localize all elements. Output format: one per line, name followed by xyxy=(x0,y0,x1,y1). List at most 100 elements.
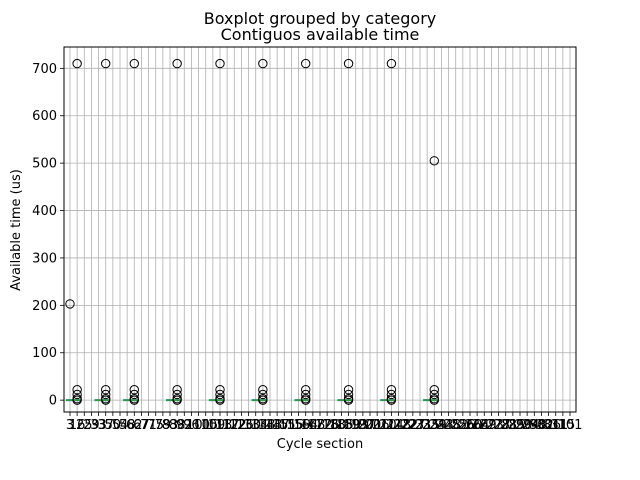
outlier-point xyxy=(429,156,439,166)
outlier-point xyxy=(215,389,225,400)
x-tick-label: 62 xyxy=(126,418,143,433)
x-tick-label: 168 xyxy=(300,418,325,433)
x-tick-label: 50 xyxy=(105,418,122,433)
outlier-point xyxy=(386,395,397,405)
outlier-point xyxy=(215,58,225,69)
outlier-point xyxy=(258,389,268,400)
x-tick-label: 302 xyxy=(529,418,554,433)
x-tick-label: 159 xyxy=(286,418,311,433)
x-tick-label: 231 xyxy=(408,418,433,433)
outlier-point xyxy=(386,385,397,395)
x-tick-label: 143 xyxy=(258,418,283,433)
x-tick-label: 273 xyxy=(479,418,504,433)
chart-title: Contiguos available time xyxy=(221,25,420,44)
outlier-point xyxy=(129,58,139,69)
x-tick-label: 176 xyxy=(315,418,340,433)
x-tick-label: 218 xyxy=(386,418,411,433)
x-tick-label: 290 xyxy=(508,418,533,433)
outlier-point xyxy=(258,395,268,405)
x-tick-label: 71 xyxy=(140,418,157,433)
box-113 xyxy=(215,58,225,405)
outlier-point xyxy=(72,58,82,69)
x-tick-label: 227 xyxy=(400,418,425,433)
y-tick-label: 400 xyxy=(32,204,57,219)
x-tick-label: 117 xyxy=(215,418,240,433)
box-164 xyxy=(301,58,311,405)
x-tick-label: 248 xyxy=(436,418,461,433)
x-axis-label: Cycle section xyxy=(277,437,363,452)
x-tick-label: 206 xyxy=(365,418,390,433)
outlier-point xyxy=(343,385,354,395)
x-tick-label: 109 xyxy=(200,418,225,433)
outlier-point xyxy=(343,389,354,400)
x-tick-label: 164 xyxy=(293,418,318,433)
y-tick-label: 700 xyxy=(32,62,57,77)
x-tick-label: 201 xyxy=(358,418,383,433)
x-tick-label: 172 xyxy=(308,418,333,433)
outlier-point xyxy=(65,299,75,309)
x-tick-label: 197 xyxy=(350,418,375,433)
outlier-point xyxy=(386,58,397,69)
x-tick-label: 105 xyxy=(193,418,218,433)
x-tick-label: 193 xyxy=(343,418,368,433)
y-tick-label: 500 xyxy=(32,157,57,172)
x-tick-label: 67 xyxy=(133,418,150,433)
x-tick-label: 277 xyxy=(486,418,511,433)
outlier-point xyxy=(429,389,439,400)
x-tick-label: 29 xyxy=(83,418,100,433)
x-tick-label: 260 xyxy=(458,418,483,433)
x-tick-label: 243 xyxy=(429,418,454,433)
x-tick-label: 147 xyxy=(265,418,290,433)
x-tick-label: 180 xyxy=(322,418,347,433)
grid-lines xyxy=(64,47,576,412)
x-tick-label: 138 xyxy=(250,418,275,433)
boxes xyxy=(65,58,439,405)
outlier-point xyxy=(172,389,182,400)
outlier-point xyxy=(172,395,182,405)
box-239 xyxy=(429,156,439,405)
outlier-point xyxy=(72,395,82,405)
x-tick-label: 37 xyxy=(97,418,114,433)
box-37 xyxy=(101,58,111,405)
x-tick-label: 134 xyxy=(243,418,268,433)
x-tick-label: 155 xyxy=(279,418,304,433)
outlier-point xyxy=(129,385,139,395)
x-tick-label: 269 xyxy=(472,418,497,433)
x-tick-label: 88 xyxy=(169,418,186,433)
x-tick-label: 16 xyxy=(69,418,86,433)
outlier-point xyxy=(101,385,111,395)
x-tick-label: 75 xyxy=(147,418,164,433)
x-tick-label: 210 xyxy=(372,418,397,433)
x-tick-label: 189 xyxy=(336,418,361,433)
outlier-point xyxy=(101,389,111,400)
x-tick-label: 185 xyxy=(329,418,354,433)
x-tick-label: 315 xyxy=(550,418,575,433)
outlier-point xyxy=(301,389,311,400)
y-tick-label: 300 xyxy=(32,251,57,266)
outlier-point xyxy=(215,385,225,395)
x-tick-label: 311 xyxy=(543,418,568,433)
outlier-point xyxy=(172,58,182,69)
outlier-point xyxy=(258,58,268,69)
x-tick-label: 298 xyxy=(522,418,547,433)
outlier-point xyxy=(129,395,139,405)
x-tick-label: 79 xyxy=(155,418,172,433)
outlier-point xyxy=(429,385,439,395)
x-tick-label: 235 xyxy=(415,418,440,433)
x-tick-label: 126 xyxy=(229,418,254,433)
y-tick-label: 600 xyxy=(32,109,57,124)
x-tick-label: 130 xyxy=(236,418,261,433)
outlier-point xyxy=(72,389,82,400)
x-tick-label: 101 xyxy=(558,418,583,433)
x-tick-label: 281 xyxy=(493,418,518,433)
x-tick-label: 151 xyxy=(272,418,297,433)
x-tick-label: 264 xyxy=(465,418,490,433)
outlier-point xyxy=(301,385,311,395)
box-88 xyxy=(172,58,182,405)
x-tick-label: 256 xyxy=(450,418,475,433)
x-tick-label: 3 xyxy=(66,418,74,433)
outlier-point xyxy=(72,385,82,395)
box-189 xyxy=(343,58,354,405)
x-axis-ticks: 3162529333750545862677175798388929610110… xyxy=(66,412,583,433)
outlier-point xyxy=(215,395,225,405)
